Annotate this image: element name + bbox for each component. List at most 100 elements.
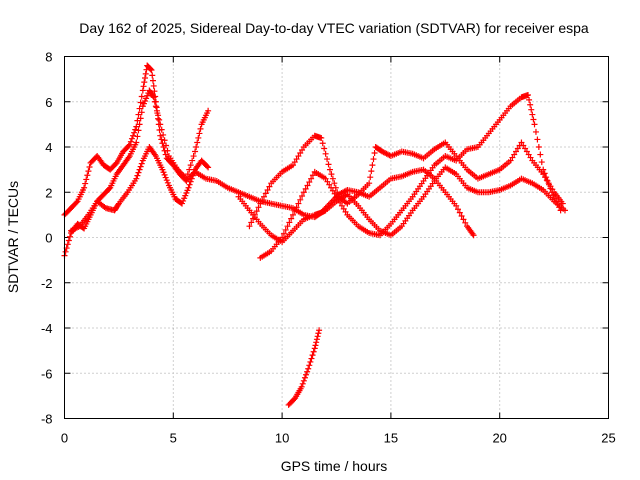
data-point — [161, 171, 168, 178]
data-point — [321, 145, 328, 152]
data-point — [204, 163, 211, 170]
data-point — [259, 197, 266, 204]
chart-title: Day 162 of 2025, Sidereal Day-to-day VTE… — [79, 20, 589, 36]
axis-ticks: 0 5 10 15 20 25 -8 -6 -4 -2 0 2 4 6 8 — [41, 50, 616, 446]
data-point — [522, 145, 529, 152]
y-tick-label: 0 — [45, 231, 52, 246]
data-point — [264, 186, 271, 193]
grid-lines — [64, 56, 609, 419]
data-point — [134, 133, 141, 140]
data-point — [324, 156, 331, 163]
data-point — [156, 116, 163, 123]
data-point — [326, 181, 333, 188]
data-point — [190, 169, 197, 176]
data-point — [140, 100, 147, 107]
data-point — [133, 123, 140, 130]
data-point — [149, 93, 156, 100]
data-point — [126, 141, 133, 148]
data-point — [289, 211, 296, 218]
data-point — [160, 131, 167, 138]
data-point — [250, 215, 257, 222]
data-point — [293, 204, 300, 211]
data-point — [369, 162, 376, 169]
data-point — [266, 183, 273, 190]
data-point — [303, 371, 310, 378]
data-point — [134, 117, 141, 124]
plot-frame — [64, 56, 609, 419]
data-point — [334, 189, 341, 196]
data-point — [297, 150, 304, 157]
data-point — [534, 136, 541, 143]
data-point — [139, 87, 146, 94]
data-point — [371, 150, 378, 157]
data-point — [195, 134, 202, 141]
data-point — [553, 198, 560, 205]
data-point — [304, 368, 311, 375]
data-point — [184, 171, 191, 178]
data-point — [289, 162, 296, 169]
data-point — [251, 211, 258, 218]
data-point — [301, 374, 308, 381]
data-point — [163, 142, 170, 149]
data-point — [262, 190, 269, 197]
data-point — [545, 180, 552, 187]
data-point — [135, 111, 142, 118]
data-point — [532, 128, 539, 135]
y-tick-label: 4 — [45, 140, 52, 155]
data-point — [188, 175, 195, 182]
data-point — [194, 139, 201, 146]
data-point — [157, 132, 164, 139]
data-point — [150, 82, 157, 89]
data-point — [456, 209, 463, 216]
data-point — [368, 168, 375, 175]
data-point — [141, 79, 148, 86]
data-point — [131, 129, 138, 136]
data-point — [115, 201, 122, 208]
data-point — [322, 175, 329, 182]
data-point — [179, 200, 186, 207]
data-point — [313, 339, 320, 346]
series-track-a — [61, 62, 477, 239]
data-point — [134, 172, 141, 179]
data-point — [183, 175, 190, 182]
data-point — [370, 156, 377, 163]
series-track-c — [68, 144, 212, 234]
data-point — [186, 166, 193, 173]
data-point — [164, 179, 171, 186]
data-point — [65, 237, 72, 244]
data-point — [306, 179, 313, 186]
data-point — [314, 333, 321, 340]
data-point — [547, 183, 554, 190]
data-point — [291, 396, 298, 403]
series-track-f — [246, 132, 566, 230]
x-tick-label: 20 — [492, 431, 506, 446]
data-point — [329, 187, 336, 194]
y-tick-label: 2 — [45, 185, 52, 200]
data-point — [182, 192, 189, 199]
data-point — [315, 330, 322, 337]
data-point — [162, 151, 169, 158]
data-point — [158, 126, 165, 133]
data-point — [528, 106, 535, 113]
data-point — [284, 223, 291, 230]
data-point — [150, 94, 157, 101]
data-point — [288, 215, 295, 222]
data-point — [470, 232, 477, 239]
data-point — [307, 358, 314, 365]
data-point — [64, 241, 71, 248]
data-point — [190, 153, 197, 160]
data-point — [135, 127, 142, 134]
data-point — [144, 92, 151, 99]
data-point — [530, 116, 537, 123]
data-point — [313, 336, 320, 343]
data-point — [260, 193, 267, 200]
data-point — [367, 174, 374, 181]
data-point — [112, 160, 119, 167]
data-point — [133, 175, 140, 182]
data-point — [187, 178, 194, 185]
data-point — [454, 206, 461, 213]
data-point — [329, 175, 336, 182]
data-point — [366, 180, 373, 187]
data-point — [312, 342, 319, 349]
data-point — [308, 355, 315, 362]
